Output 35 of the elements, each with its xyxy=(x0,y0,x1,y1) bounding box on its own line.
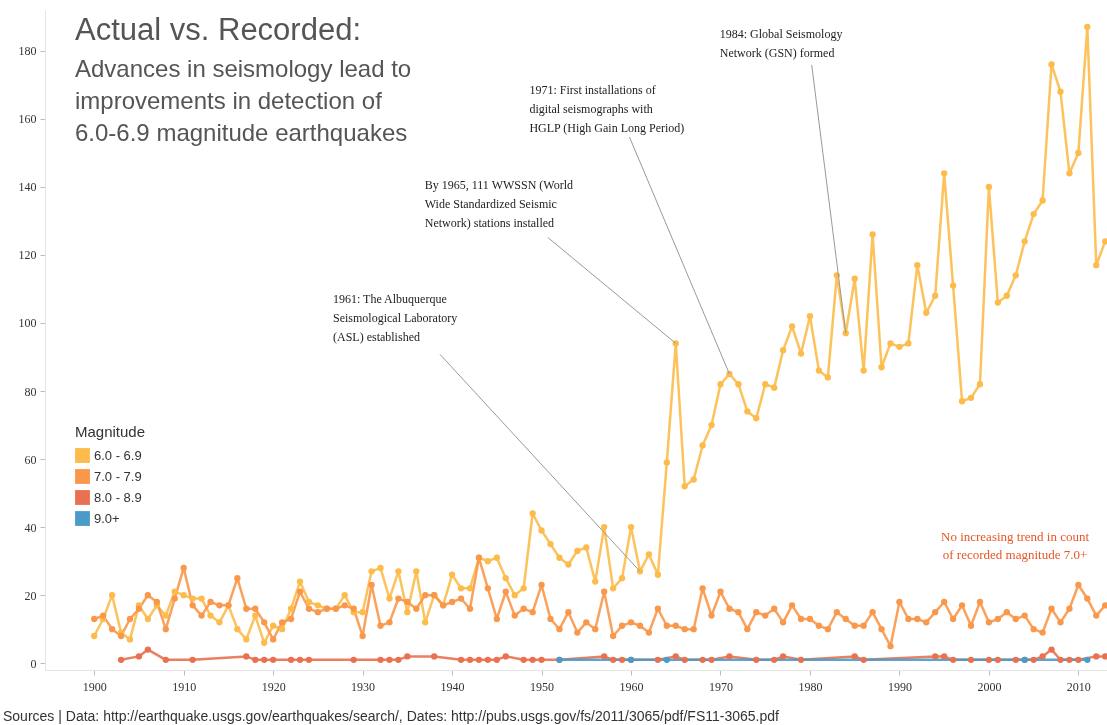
y-tick-label: 60 xyxy=(24,452,37,467)
legend-label: 6.0 - 6.9 xyxy=(94,447,142,463)
x-tick-label: 1990 xyxy=(887,679,912,694)
y-tick-label: 0 xyxy=(30,656,37,671)
x-tick-label: 1940 xyxy=(440,679,465,694)
annotation: By 1965, 111 WWSSN (World Wide Standardized Seismic Network) stations installed xyxy=(424,178,574,231)
y-tick-label: 80 xyxy=(24,384,37,399)
x-tick-label: 2010 xyxy=(1066,679,1091,694)
y-tick-label: 20 xyxy=(24,588,37,603)
legend-label: 7.0 - 7.9 xyxy=(94,468,142,484)
x-tick-label: 1920 xyxy=(261,679,286,694)
annotation: No increasing trend in count of recorded magnitude 7.0+ xyxy=(940,529,1090,562)
source-note: Sources | Data: http://earthquake.usgs.gov/earthquakes/search/, Dates: http://pubs.usgs.gov/fs/2011/3065/pdf/FS11-3065.pdf xyxy=(3,708,780,724)
x-tick-label: 1900 xyxy=(82,679,107,694)
x-tick-label: 1980 xyxy=(798,679,823,694)
y-tick-label: 180 xyxy=(18,44,37,59)
annotation: 1961: The Albuquerque Seismological Laboratory (ASL) established xyxy=(332,292,458,345)
x-tick-label: 1910 xyxy=(172,679,197,694)
x-tick-label: 1950 xyxy=(530,679,555,694)
y-tick-label: 140 xyxy=(18,180,37,195)
y-tick-label: 160 xyxy=(18,112,37,127)
text: Advances in seismology lead to improvements in detection of 6.0-6.9 magnitude earthquakes xyxy=(75,55,412,146)
annotation: 1984: Global Seismology Network (GSN) formed xyxy=(719,27,843,61)
legend-title: Magnitude xyxy=(75,423,146,440)
chart-title: Actual vs. Recorded: xyxy=(75,12,362,47)
legend-label: 9.0+ xyxy=(94,510,120,526)
y-tick-label: 40 xyxy=(24,520,37,535)
legend-label: 8.0 - 8.9 xyxy=(94,489,142,505)
x-tick-label: 1970 xyxy=(708,679,733,694)
y-tick-label: 100 xyxy=(18,316,37,331)
x-tick-label: 1960 xyxy=(619,679,644,694)
x-tick-label: 2000 xyxy=(977,679,1002,694)
y-tick-label: 120 xyxy=(18,248,37,263)
x-tick-label: 1930 xyxy=(351,679,376,694)
annotation: 1971: First installations of digital seismographs with HGLP (High Gain Long Period) xyxy=(529,83,685,136)
